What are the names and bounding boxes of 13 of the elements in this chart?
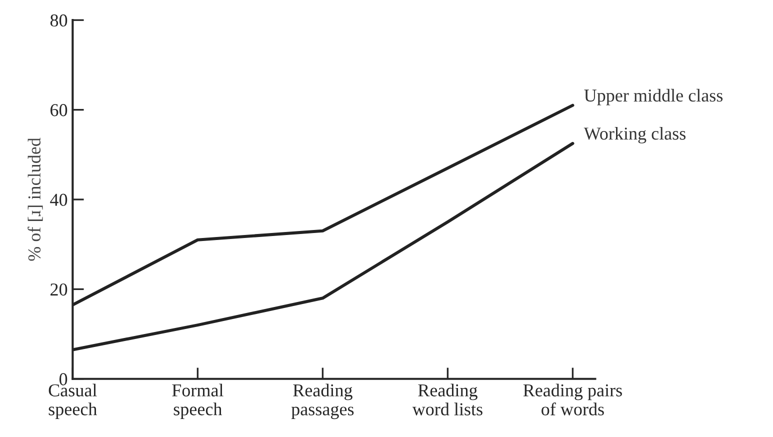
series-label: Working class (584, 127, 686, 144)
x-tick-label: Formal speech (172, 384, 224, 419)
x-tick-label: Casual speech (48, 384, 97, 419)
series-label: Upper middle class (584, 88, 723, 106)
y-tick-label: 60 (50, 104, 68, 116)
x-tick-label: Reading passages (291, 384, 354, 420)
x-tick-label: Reading word lists (412, 384, 482, 416)
y-tick-label: 80 (50, 14, 68, 27)
y-tick-label: 40 (50, 194, 68, 206)
x-tick-label: Reading pairs of words (523, 384, 622, 416)
y-tick-label: 20 (50, 283, 68, 296)
y-tick-label: 0 (59, 373, 68, 386)
y-axis-title: % of [ɹ] included (28, 138, 43, 261)
